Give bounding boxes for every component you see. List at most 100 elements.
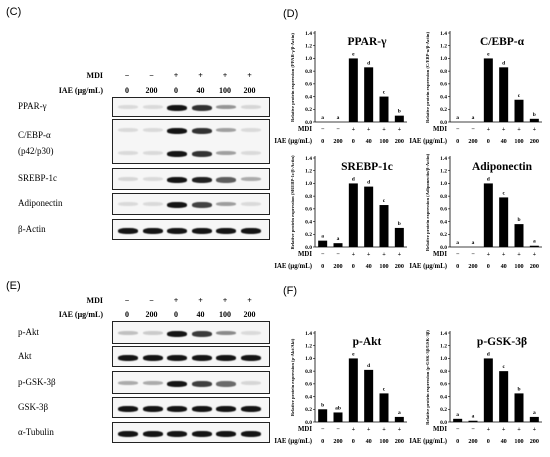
significance-letter: a <box>456 412 459 418</box>
iae-tick-label: 40 <box>501 138 507 145</box>
significance-letter: d <box>367 180 370 186</box>
y-tick-label: 1.2 <box>305 344 312 350</box>
significance-letter: a <box>472 240 475 246</box>
significance-letter: d <box>367 363 370 369</box>
iae-tick-label: 0 <box>352 263 355 270</box>
blot-band <box>118 177 138 181</box>
blot-band <box>167 330 187 337</box>
mdi-tick-label: + <box>487 126 491 133</box>
mdi-tick-label: + <box>352 426 356 433</box>
y-tick-label: 0.6 <box>440 382 447 388</box>
bar <box>453 418 463 422</box>
significance-letter: a <box>533 239 536 245</box>
significance-letter: a <box>472 115 475 121</box>
y-axis-label: Relative protein expression (SREBP-1c/β-… <box>290 155 295 249</box>
iae-tick-label: 200 <box>468 438 477 445</box>
iae-tick-label: 200 <box>530 263 539 270</box>
mdi-tick-label: − <box>471 426 475 433</box>
blot-band <box>118 380 138 385</box>
blot-band <box>240 354 261 361</box>
y-tick-label: 0.0 <box>440 120 447 126</box>
panel-letter-f: (F) <box>283 285 298 297</box>
iae-tick-label: 200 <box>530 438 539 445</box>
bar <box>318 409 328 422</box>
chart-title: SREBP-1c <box>341 161 393 173</box>
mdi-tick-label: + <box>367 126 371 133</box>
blot-band <box>167 405 187 412</box>
y-tick-label: 0.0 <box>305 120 312 126</box>
blot-band <box>191 330 212 337</box>
blot-band <box>216 354 236 361</box>
blot-band <box>216 202 236 206</box>
significance-letter: d <box>367 60 370 66</box>
blot-band <box>142 128 163 132</box>
significance-letter: a <box>533 410 536 416</box>
y-tick-label: 0.2 <box>305 107 312 113</box>
y-tick-label: 1.4 <box>305 331 312 337</box>
bar <box>379 393 389 422</box>
significance-letter: a <box>398 410 401 416</box>
iae-tick-label: 0 <box>487 438 490 445</box>
y-tick-label: 1.2 <box>440 344 447 350</box>
significance-letter: d <box>502 60 505 66</box>
chart-title: p-Akt <box>353 336 382 348</box>
y-axis-label: Relative protein expression (C/EBP-α/β-A… <box>425 32 430 123</box>
mdi-value-lane-6: + <box>247 71 252 80</box>
bar <box>499 371 509 422</box>
mdi-tick-label: + <box>398 126 402 133</box>
blot-band <box>216 177 236 183</box>
mdi-tick-label: − <box>456 251 460 258</box>
blot-tubulin <box>112 422 270 443</box>
mdi-tick-label: + <box>398 251 402 258</box>
mdi-label: MDI <box>433 251 447 258</box>
mdi-value-lane-4: + <box>198 296 203 305</box>
y-axis-label: Relative protein expression (PPAR-γ/β-Ac… <box>290 33 295 122</box>
mdi-tick-label: + <box>352 251 356 258</box>
significance-letter: a <box>472 414 475 420</box>
y-tick-label: 1.0 <box>305 356 312 362</box>
iae-label: IAE (μg/mL) <box>409 438 447 445</box>
blot-label-c-ebp: C/EBP-α <box>18 129 51 140</box>
blot-band <box>167 177 187 183</box>
y-tick-label: 1.4 <box>440 156 447 162</box>
significance-letter: c <box>502 364 505 370</box>
iae-tick-label: 0 <box>321 263 324 270</box>
iae-label: IAE (μg/mL) <box>409 263 447 270</box>
iae-tick-label: 100 <box>379 263 388 270</box>
significance-letter: a <box>321 234 324 240</box>
chart-title: p-GSK-3β <box>477 336 527 348</box>
significance-letter: c <box>502 190 505 196</box>
blot-band <box>191 354 212 361</box>
mdi-tick-label: + <box>487 251 491 258</box>
y-tick-label: 1.0 <box>440 356 447 362</box>
iae-value-lane-6: 200 <box>243 310 256 319</box>
iae-tick-label: 100 <box>379 138 388 145</box>
blot-band <box>142 380 163 385</box>
blot-band <box>191 151 212 157</box>
blot-band <box>167 354 187 361</box>
iae-value-lane-3: 0 <box>174 86 178 95</box>
bar <box>333 243 343 247</box>
iae-tick-label: 200 <box>468 263 477 270</box>
iae-tick-label: 40 <box>366 438 372 445</box>
blot-band <box>191 105 212 111</box>
y-tick-label: 1.0 <box>305 181 312 187</box>
iae-value-lane-2: 200 <box>145 86 158 95</box>
bar <box>379 96 389 122</box>
mdi-value-lane-1: − <box>124 71 130 80</box>
mdi-tick-label: + <box>382 251 386 258</box>
blot-band <box>216 330 236 335</box>
mdi-value-lane-6: + <box>247 296 252 305</box>
significance-letter: ab <box>335 405 341 411</box>
chart-title: Adiponectin <box>472 161 533 173</box>
bar <box>348 58 358 122</box>
mdi-tick-label: + <box>533 251 537 258</box>
mdi-tick-label: + <box>352 126 356 133</box>
blot-band <box>240 177 261 181</box>
bar <box>483 183 493 247</box>
y-tick-label: 0.8 <box>440 194 447 200</box>
blot-band <box>240 405 261 412</box>
blot-band <box>118 151 138 155</box>
mdi-tick-label: − <box>471 126 475 133</box>
mdi-value-lane-5: + <box>222 71 228 80</box>
